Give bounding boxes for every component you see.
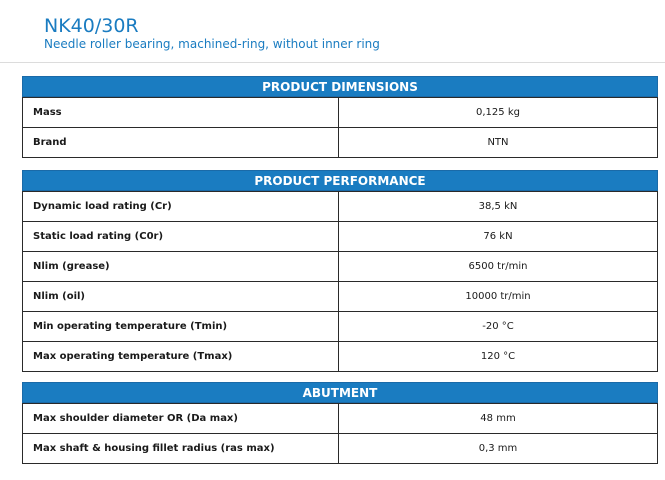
spec-label: Mass xyxy=(22,97,339,128)
section-product-dimensions: PRODUCT DIMENSIONS Mass 0,125 kg Brand N… xyxy=(22,76,658,158)
spec-value: 38,5 kN xyxy=(338,191,658,222)
section-title: PRODUCT DIMENSIONS xyxy=(22,76,658,97)
table-row: Max shaft & housing fillet radius (ras m… xyxy=(22,433,658,464)
spec-label: Max shoulder diameter OR (Da max) xyxy=(22,403,339,434)
specs-table: Mass 0,125 kg Brand NTN xyxy=(22,97,658,158)
spec-label: Brand xyxy=(22,127,339,158)
spec-label: Max shaft & housing fillet radius (ras m… xyxy=(22,433,339,464)
spec-value: 76 kN xyxy=(338,221,658,252)
spec-value: 6500 tr/min xyxy=(338,251,658,282)
spec-label: Nlim (oil) xyxy=(22,281,339,312)
table-row: Mass 0,125 kg xyxy=(22,97,658,128)
table-row: Nlim (oil) 10000 tr/min xyxy=(22,281,658,312)
specs-table: Dynamic load rating (Cr) 38,5 kN Static … xyxy=(22,191,658,372)
spec-label: Static load rating (C0r) xyxy=(22,221,339,252)
spec-value: 120 °C xyxy=(338,341,658,372)
spec-value: 48 mm xyxy=(338,403,658,434)
section-product-performance: PRODUCT PERFORMANCE Dynamic load rating … xyxy=(22,170,658,372)
spec-value: NTN xyxy=(338,127,658,158)
table-row: Nlim (grease) 6500 tr/min xyxy=(22,251,658,282)
spec-value: 10000 tr/min xyxy=(338,281,658,312)
table-row: Max operating temperature (Tmax) 120 °C xyxy=(22,341,658,372)
section-title: ABUTMENT xyxy=(22,382,658,403)
product-subtitle: Needle roller bearing, machined-ring, wi… xyxy=(44,37,380,51)
table-row: Brand NTN xyxy=(22,127,658,158)
table-row: Static load rating (C0r) 76 kN xyxy=(22,221,658,252)
table-row: Min operating temperature (Tmin) -20 °C xyxy=(22,311,658,342)
spec-label: Dynamic load rating (Cr) xyxy=(22,191,339,222)
spec-value: 0,3 mm xyxy=(338,433,658,464)
product-header: NK40/30R Needle roller bearing, machined… xyxy=(44,15,380,51)
header-divider xyxy=(0,62,665,63)
spec-value: 0,125 kg xyxy=(338,97,658,128)
spec-label: Min operating temperature (Tmin) xyxy=(22,311,339,342)
table-row: Dynamic load rating (Cr) 38,5 kN xyxy=(22,191,658,222)
spec-value: -20 °C xyxy=(338,311,658,342)
spec-label: Max operating temperature (Tmax) xyxy=(22,341,339,372)
spec-label: Nlim (grease) xyxy=(22,251,339,282)
product-title: NK40/30R xyxy=(44,15,139,37)
section-title: PRODUCT PERFORMANCE xyxy=(22,170,658,191)
table-row: Max shoulder diameter OR (Da max) 48 mm xyxy=(22,403,658,434)
section-abutment: ABUTMENT Max shoulder diameter OR (Da ma… xyxy=(22,382,658,464)
specs-table: Max shoulder diameter OR (Da max) 48 mm … xyxy=(22,403,658,464)
